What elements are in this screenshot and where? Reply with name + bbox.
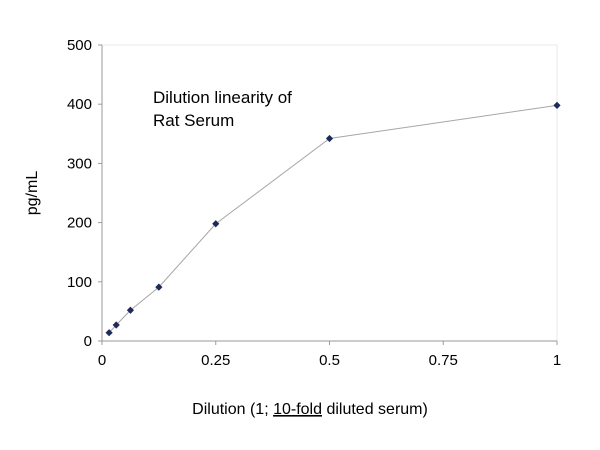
x-tick-label: 0.5 bbox=[319, 352, 340, 369]
x-tick-label: 0 bbox=[98, 352, 106, 369]
data-point bbox=[325, 134, 334, 143]
data-point bbox=[553, 101, 561, 109]
data-point bbox=[112, 321, 120, 329]
y-axis-label: pg/mL bbox=[24, 171, 41, 216]
y-tick-label: 0 bbox=[84, 333, 92, 350]
x-tick-label: 1 bbox=[553, 352, 561, 369]
data-point bbox=[105, 329, 113, 337]
y-tick-label: 200 bbox=[67, 215, 92, 232]
x-tick-label: 0.25 bbox=[201, 352, 230, 369]
chart-title-line-2: Rat Serum bbox=[153, 111, 234, 130]
data-point bbox=[212, 220, 220, 228]
y-tick-label: 100 bbox=[67, 274, 92, 291]
x-ticks: 0 0.25 0.5 0.75 1 bbox=[98, 341, 561, 369]
chart-title-line-1: Dilution linearity of bbox=[153, 88, 292, 107]
series-layer bbox=[105, 101, 561, 337]
x-axis-label: Dilution (1; 10-fold diluted serum) bbox=[192, 401, 428, 418]
y-ticks: 0 100 200 300 400 500 bbox=[67, 37, 102, 350]
data-point bbox=[126, 306, 135, 314]
y-tick-label: 400 bbox=[67, 96, 92, 113]
y-tick-label: 300 bbox=[67, 155, 92, 172]
plot-area bbox=[101, 44, 558, 342]
x-axis-label-underlined: 10-fold bbox=[273, 401, 322, 418]
x-axis-label-suffix: diluted serum) bbox=[322, 401, 428, 418]
data-point bbox=[155, 283, 163, 291]
x-axis-label-prefix: Dilution (1; bbox=[192, 401, 273, 418]
y-tick-label: 500 bbox=[67, 37, 92, 54]
x-tick-label: 0.75 bbox=[429, 352, 458, 369]
